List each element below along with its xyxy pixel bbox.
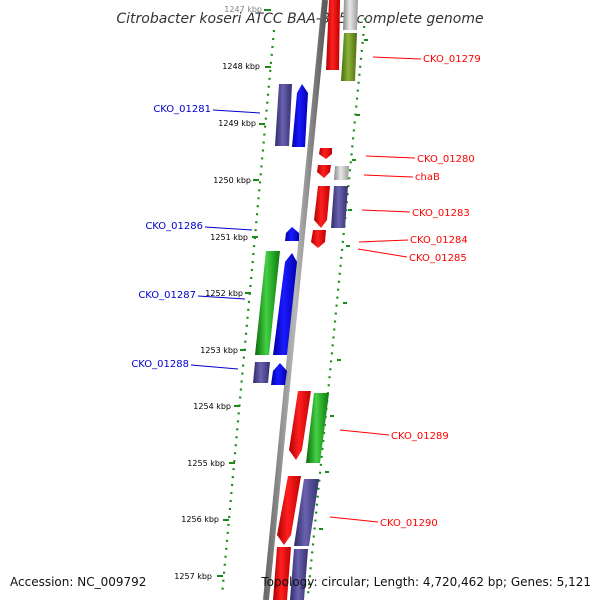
gene-label-CKO_01283[interactable]: CKO_01283 bbox=[412, 208, 470, 219]
gene-label-chaB[interactable]: chaB bbox=[415, 172, 440, 183]
gene-label-CKO_01288[interactable]: CKO_01288 bbox=[131, 359, 189, 370]
gene-CKO_01281-feature[interactable] bbox=[292, 84, 308, 147]
gene-CKO_01290-purple-feature[interactable] bbox=[294, 479, 319, 546]
tick-1248-label: 1248 kbp bbox=[222, 62, 260, 71]
right-gene-labels: CKO_01279 CKO_01280 chaB CKO_01283 CKO_0… bbox=[329, 54, 481, 529]
gene-label-CKO_01285[interactable]: CKO_01285 bbox=[409, 253, 467, 264]
gene-CKO_01286-feature[interactable] bbox=[285, 227, 299, 241]
gene-CKO_01287-feature[interactable] bbox=[273, 253, 297, 355]
tick-1255-label: 1255 kbp bbox=[187, 459, 225, 468]
tick-1251-label: 1251 kbp bbox=[210, 233, 248, 242]
gene-label-CKO_01284[interactable]: CKO_01284 bbox=[410, 235, 468, 246]
gene-features bbox=[253, 0, 358, 600]
gene-CKO_01290-feature[interactable] bbox=[277, 476, 301, 545]
gene-CKO_01283-purple-feature[interactable] bbox=[331, 186, 348, 228]
gene-label-CKO_01281[interactable]: CKO_01281 bbox=[153, 104, 211, 115]
right-tick-ruler bbox=[306, 17, 367, 596]
gene-label-CKO_01280[interactable]: CKO_01280 bbox=[417, 154, 475, 165]
gene-label-CKO_01289[interactable]: CKO_01289 bbox=[391, 431, 449, 442]
tick-1250-label: 1250 kbp bbox=[213, 176, 251, 185]
tick-1257-label: 1257 kbp bbox=[174, 572, 212, 581]
tick-1247-label: 1247 kbp bbox=[224, 5, 262, 14]
gene-CKO_01289-feature[interactable] bbox=[289, 391, 311, 460]
gene-CKO_01281-purple-feature[interactable] bbox=[275, 84, 292, 146]
gene-CKO_01284-feature[interactable] bbox=[311, 230, 326, 248]
gene-label-CKO_01279[interactable]: CKO_01279 bbox=[423, 54, 481, 65]
right-minor-ticks bbox=[319, 39, 368, 530]
gene-chaB-red-feature[interactable] bbox=[317, 165, 331, 178]
topology-text: Topology: circular; Length: 4,720,462 bp… bbox=[260, 575, 591, 589]
left-tick-ruler bbox=[220, 29, 276, 596]
map-title: Citrobacter koseri ATCC BAA-895, complet… bbox=[116, 11, 483, 27]
genome-backbone bbox=[263, 0, 328, 600]
gene-CKO_01280-feature[interactable] bbox=[319, 148, 332, 159]
tick-marks: 1247 kbp 1248 kbp 1249 kbp 1250 kbp 1251… bbox=[174, 5, 271, 581]
gene-top-gray-feature bbox=[343, 0, 358, 30]
gene-CKO_01288-purple-feature[interactable] bbox=[253, 362, 270, 383]
gene-bottom-red-feature bbox=[273, 547, 291, 600]
gene-label-CKO_01286[interactable]: CKO_01286 bbox=[145, 221, 203, 232]
tick-1249-label: 1249 kbp bbox=[218, 119, 256, 128]
tick-1254-label: 1254 kbp bbox=[193, 402, 231, 411]
tick-1252-label: 1252 kbp bbox=[205, 289, 243, 298]
gene-CKO_01288-feature[interactable] bbox=[271, 363, 287, 385]
gene-bottom-purple-feature bbox=[290, 549, 308, 600]
gene-label-CKO_01290[interactable]: CKO_01290 bbox=[380, 518, 438, 529]
left-gene-labels: CKO_01281 CKO_01286 CKO_01287 CKO_01288 bbox=[131, 104, 261, 370]
gene-CKO_01279-feature[interactable] bbox=[326, 0, 340, 70]
accession-text: Accession: NC_009792 bbox=[10, 575, 146, 589]
gene-CKO_01287-green-feature[interactable] bbox=[255, 251, 280, 355]
gene-CKO_01289-green-feature[interactable] bbox=[306, 393, 329, 463]
gene-CKO_01283-feature[interactable] bbox=[314, 186, 330, 228]
gene-label-CKO_01287[interactable]: CKO_01287 bbox=[138, 290, 196, 301]
tick-1256-label: 1256 kbp bbox=[181, 515, 219, 524]
gene-chaB-feature[interactable] bbox=[334, 166, 349, 180]
gene-CKO_01279-olive-feature[interactable] bbox=[341, 33, 357, 81]
tick-1253-label: 1253 kbp bbox=[200, 346, 238, 355]
